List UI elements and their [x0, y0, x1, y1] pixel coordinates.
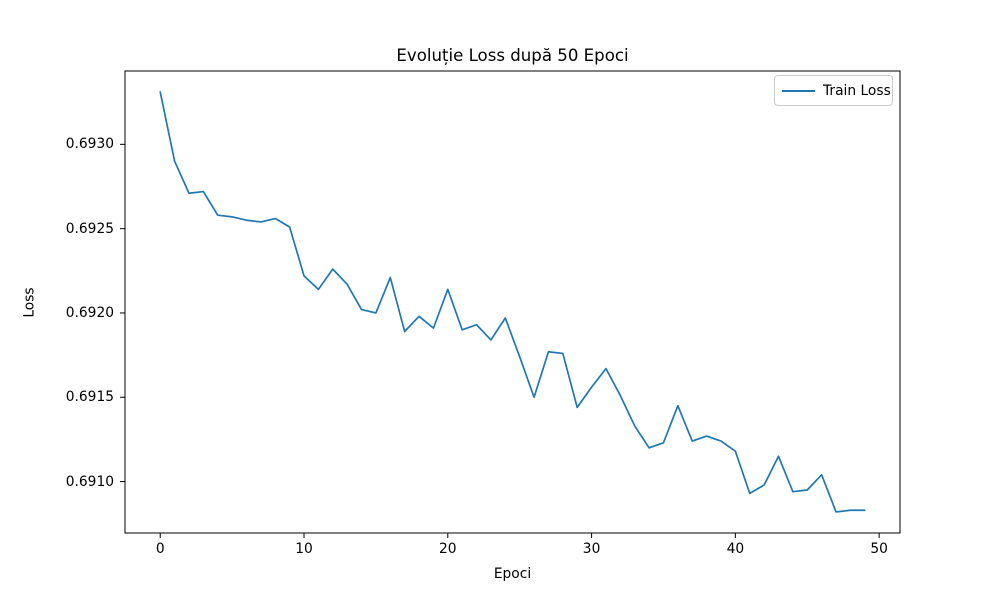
x-axis-label: Epoci	[493, 566, 532, 582]
plot-border	[124, 70, 901, 534]
tick-marks	[120, 143, 880, 538]
chart-title: Evoluție Loss după 50 Epoci	[396, 46, 629, 65]
x-tick-label: 30	[582, 541, 601, 557]
legend-line-icon	[782, 89, 815, 92]
y-tick-label: 0.6930	[65, 136, 114, 153]
x-tick-label: 40	[726, 541, 745, 557]
y-tick-label: 0.6925	[65, 220, 114, 237]
train-loss-line	[159, 91, 866, 513]
y-axis-label: Loss	[21, 287, 38, 318]
y-tick-label: 0.6910	[65, 473, 114, 490]
legend: Train Loss	[774, 75, 893, 106]
x-tick-label: 50	[870, 541, 888, 557]
legend-label: Train Loss	[823, 82, 891, 99]
y-tick-label: 0.6920	[65, 304, 114, 321]
y-tick-label: 0.6915	[65, 389, 114, 406]
x-tick-label: 0	[155, 541, 165, 557]
x-tick-label: 10	[295, 541, 313, 557]
x-tick-label: 20	[439, 541, 457, 557]
